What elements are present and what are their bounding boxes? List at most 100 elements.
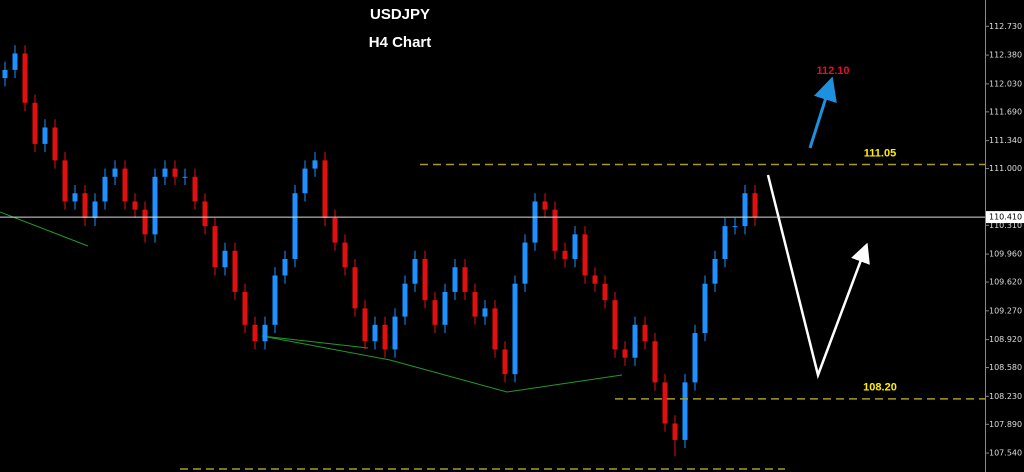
candle-body <box>272 275 278 325</box>
candle-body <box>572 234 578 260</box>
arrow-up <box>808 76 837 149</box>
trend-line <box>261 335 369 349</box>
candle-body <box>622 349 628 358</box>
candle-body <box>82 193 88 218</box>
y-tick-label: 109.620 <box>989 278 1022 287</box>
candle-body <box>422 259 428 301</box>
candle-body <box>232 250 238 292</box>
chart-title: USDJPY <box>370 6 430 23</box>
candle-body <box>162 168 168 177</box>
candle-body <box>742 193 748 227</box>
candle-body <box>92 201 98 218</box>
candle-body <box>242 291 248 325</box>
candle-body <box>692 333 698 383</box>
candle-body <box>542 201 548 210</box>
candle-body <box>202 201 208 227</box>
candle-body <box>212 226 218 268</box>
candle-body <box>492 308 498 350</box>
candle-body <box>302 168 308 194</box>
candle-body <box>182 176 188 178</box>
candle-body <box>262 324 268 342</box>
candle-body <box>522 242 528 284</box>
candle-body <box>592 275 598 284</box>
y-tick-label: 111.690 <box>989 107 1022 116</box>
candle-body <box>392 316 398 350</box>
level-label: 111.05 <box>864 147 896 159</box>
candle-body <box>752 193 758 218</box>
candle-body <box>562 250 568 260</box>
candle-body <box>152 176 158 235</box>
plot <box>2 45 758 457</box>
candle-body <box>582 234 588 276</box>
candle-body <box>292 193 298 260</box>
candle-body <box>342 242 348 268</box>
candle-body <box>732 226 738 228</box>
candle-body <box>72 193 78 202</box>
candle-body <box>702 283 708 334</box>
y-tick-label: 111.340 <box>989 136 1022 145</box>
current-price-label: 110.410 <box>989 213 1022 222</box>
y-tick-label: 109.270 <box>989 306 1022 315</box>
projection-arrow <box>766 174 870 380</box>
candle-body <box>472 291 478 317</box>
candle-body <box>452 267 458 292</box>
candle-body <box>652 341 658 383</box>
candle-body <box>432 300 438 325</box>
candle-body <box>42 127 48 144</box>
candle-body <box>102 176 108 202</box>
candle-body <box>502 349 508 375</box>
candle-body <box>662 382 668 424</box>
candle-body <box>62 160 68 202</box>
candle-body <box>722 226 728 260</box>
y-tick-label: 109.960 <box>989 250 1022 259</box>
candle-body <box>122 168 128 202</box>
candle-body <box>642 324 648 342</box>
candle-body <box>322 160 328 218</box>
y-tick-label: 110.310 <box>989 221 1022 230</box>
candle-body <box>672 423 678 440</box>
target-label: 112.10 <box>816 65 849 77</box>
candle-body <box>382 324 388 350</box>
candle-body <box>52 127 58 161</box>
candle-body <box>332 217 338 243</box>
y-tick-label: 112.030 <box>989 79 1022 88</box>
y-tick-label: 108.920 <box>989 335 1022 344</box>
candle-body <box>312 160 318 169</box>
chart-subtitle: H4 Chart <box>369 34 432 51</box>
candle-body <box>372 324 378 342</box>
candle-body <box>2 69 8 79</box>
candle-body <box>552 209 558 251</box>
level-label: 108.20 <box>863 382 897 394</box>
candle-body <box>282 259 288 276</box>
candle-body <box>612 300 618 350</box>
y-tick-label: 112.380 <box>989 51 1022 60</box>
y-tick-label: 108.230 <box>989 392 1022 401</box>
current-price-box <box>986 211 1024 224</box>
candle-body <box>412 259 418 284</box>
candle-body <box>512 283 518 375</box>
candle-body <box>712 259 718 284</box>
y-tick-label: 112.730 <box>989 22 1022 31</box>
candle-body <box>632 324 638 358</box>
candle-body <box>112 168 118 177</box>
candle-body <box>402 283 408 317</box>
candle-body <box>532 201 538 243</box>
candle-body <box>22 53 28 103</box>
candle-body <box>32 102 38 144</box>
candle-body <box>442 291 448 325</box>
candle-body <box>222 250 228 268</box>
trend-line <box>261 335 623 393</box>
trend-line <box>0 211 89 247</box>
candle-body <box>252 324 258 342</box>
candle-body <box>12 53 18 70</box>
candle-body <box>192 176 198 202</box>
y-tick-label: 107.540 <box>989 449 1022 458</box>
candle-body <box>482 308 488 317</box>
candle-body <box>602 283 608 301</box>
candle-body <box>132 201 138 210</box>
candle-body <box>682 382 688 440</box>
candle-body <box>142 209 148 235</box>
candle-body <box>352 267 358 309</box>
y-tick-label: 107.890 <box>989 420 1022 429</box>
